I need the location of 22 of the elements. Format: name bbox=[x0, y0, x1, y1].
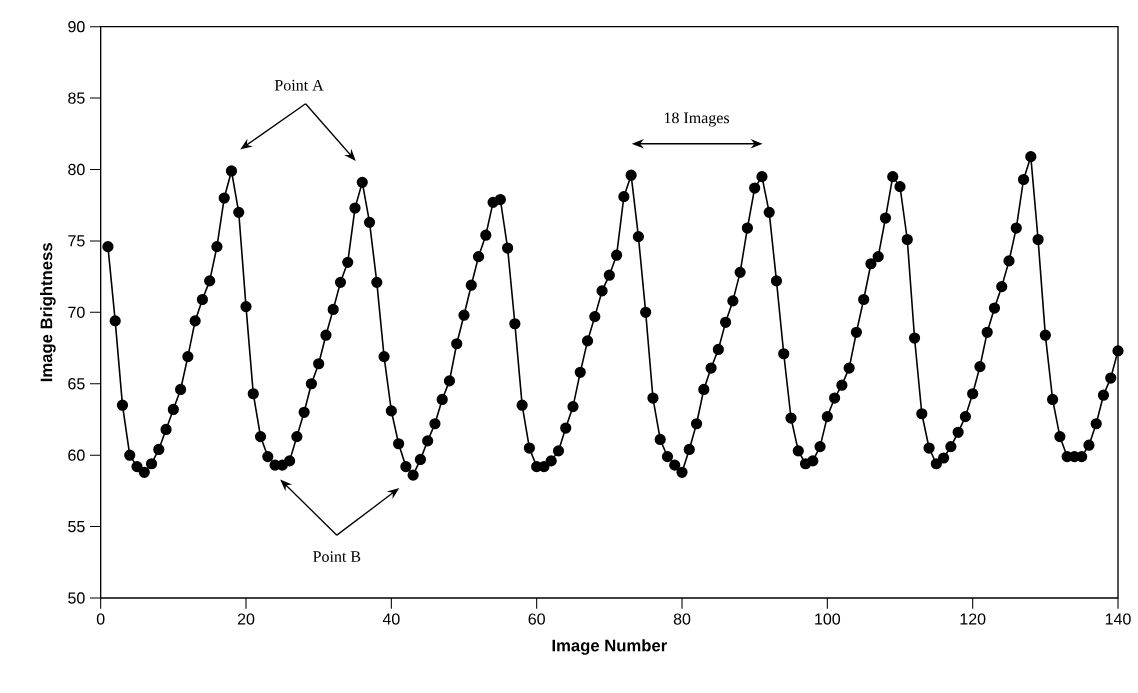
x-tick-label: 0 bbox=[96, 613, 105, 625]
x-tick-label: 40 bbox=[382, 613, 400, 625]
y-tick-label: 85 bbox=[68, 92, 85, 104]
y-tick-label: 90 bbox=[68, 21, 85, 33]
annotation: 18 Images bbox=[664, 112, 730, 127]
x-tick-label: 100 bbox=[815, 613, 841, 625]
x-axis-title: Image Number bbox=[552, 639, 667, 655]
x-tick-label: 80 bbox=[673, 613, 691, 625]
y-tick-label: 80 bbox=[68, 163, 85, 176]
y-tick-label: 60 bbox=[68, 449, 85, 461]
x-tick-label: 20 bbox=[237, 613, 255, 625]
x-tick-label: 140 bbox=[1105, 613, 1131, 625]
y-tick-label: 55 bbox=[68, 521, 85, 533]
annotation: Point A bbox=[274, 79, 324, 91]
x-tick-label: 120 bbox=[960, 613, 986, 625]
y-axis-title: Image Brightness bbox=[40, 243, 56, 382]
y-tick-label: 70 bbox=[68, 306, 85, 318]
y-tick-label: 50 bbox=[68, 592, 85, 604]
y-tick-label: 75 bbox=[68, 235, 85, 247]
annotation: Point B bbox=[313, 551, 361, 562]
x-tick-label: 60 bbox=[528, 613, 545, 625]
y-tick-label: 65 bbox=[68, 378, 85, 390]
